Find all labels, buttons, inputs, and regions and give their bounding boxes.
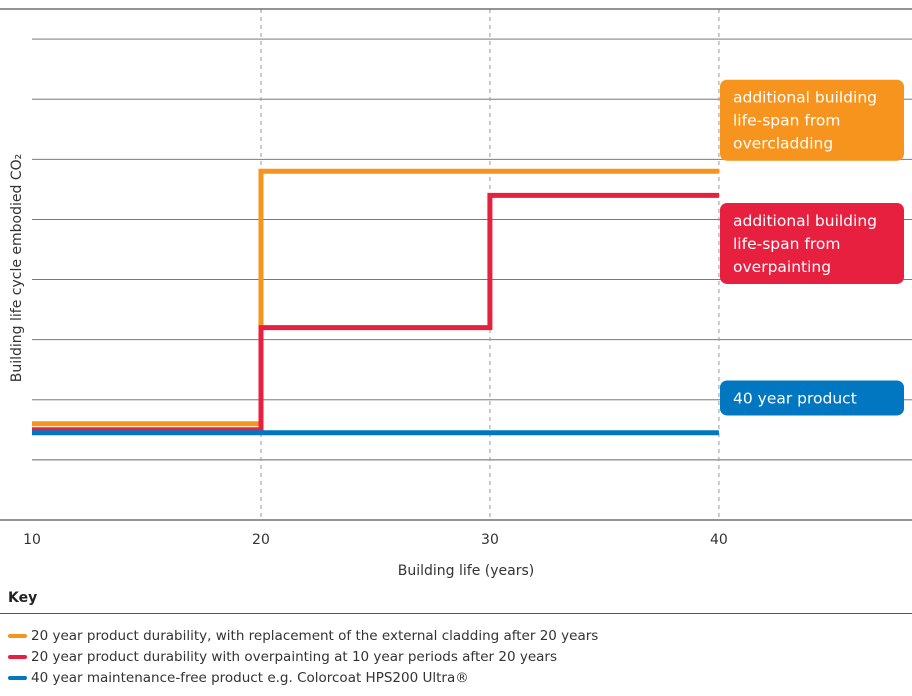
y-axis-title: Building life cycle embodied CO₂ <box>9 154 25 382</box>
x-tick-label: 40 <box>710 532 728 548</box>
grid-lines <box>32 38 912 461</box>
x-tick-label: 10 <box>23 532 41 548</box>
annotation-text: life-span from <box>733 235 840 253</box>
annotation-box-background <box>720 202 904 284</box>
annotation-text: overcladding <box>733 135 833 153</box>
annotation-box-3: 40 year product <box>720 380 904 416</box>
key-legend: 20 year product durability, with replace… <box>8 625 598 688</box>
key-swatch <box>8 654 27 659</box>
key-title: Key <box>8 590 38 606</box>
annotation-text: additional building <box>733 212 877 230</box>
annotation-box-1: additional building life-span from overcla… <box>720 79 904 161</box>
annotation-text: overpainting <box>733 258 831 276</box>
key-label: 20 year product durability with overpain… <box>31 648 557 665</box>
key-swatch <box>8 633 27 638</box>
key-item-1: 20 year product durability, with replace… <box>8 625 598 646</box>
x-tick-label: 20 <box>252 532 270 548</box>
key-label: 40 year maintenance-free product e.g. Co… <box>31 669 469 686</box>
annotation-text: 40 year product <box>733 389 857 407</box>
key-swatch <box>8 675 27 680</box>
x-tick-labels: 10 20 30 40 <box>23 532 728 548</box>
annotation-box-2: additional building life-span from overpai… <box>720 202 904 284</box>
series-lines <box>32 168 719 436</box>
annotation-text: life-span from <box>733 112 840 130</box>
x-tick-label: 30 <box>481 532 499 548</box>
key-item-3: 40 year maintenance-free product e.g. Co… <box>8 667 598 688</box>
annotation-box-background <box>720 380 904 416</box>
annotation-box-background <box>720 79 904 161</box>
key-divider <box>0 613 912 614</box>
series-line-2 <box>32 192 719 433</box>
key-label: 20 year product durability, with replace… <box>31 627 599 644</box>
annotation-boxes: additional building life-span from overcla… <box>720 79 904 416</box>
chart: 10 20 30 40 additional building life-span fr… <box>0 8 912 579</box>
series-line-1 <box>32 168 719 427</box>
x-axis-title: Building life (years) <box>398 563 534 579</box>
key-item-2: 20 year product durability with overpain… <box>8 646 598 667</box>
annotation-text: additional building <box>733 89 877 107</box>
